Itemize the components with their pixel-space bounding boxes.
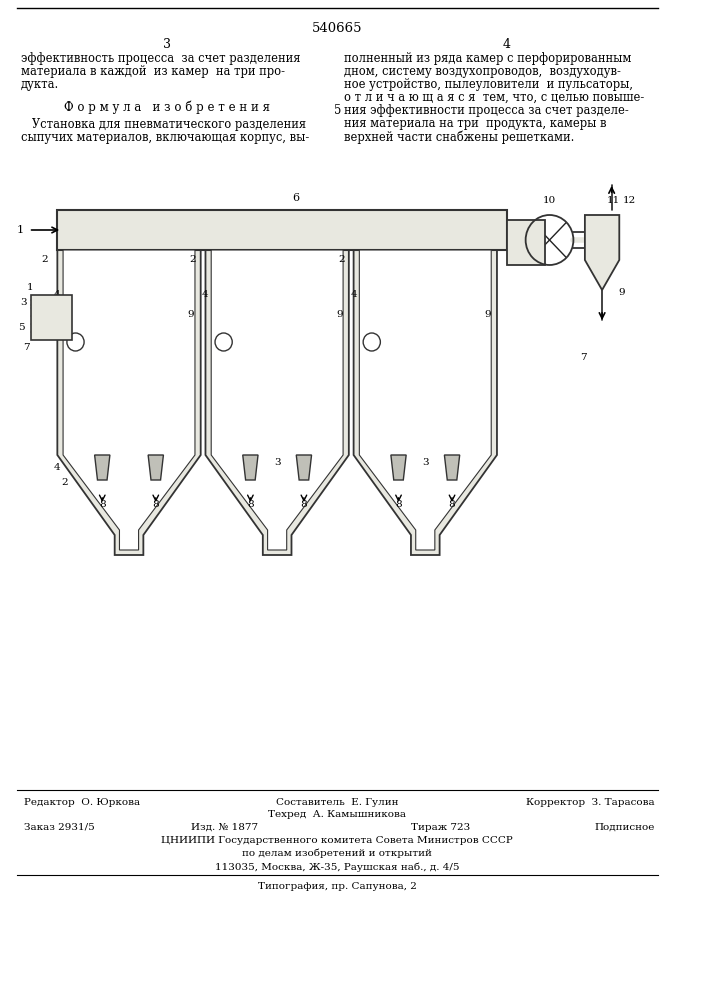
Text: материала в каждой  из камер  на три про-: материала в каждой из камер на три про-	[21, 65, 285, 78]
Text: 4: 4	[350, 290, 357, 299]
Text: Техред  А. Камышникова: Техред А. Камышникова	[269, 810, 407, 819]
Polygon shape	[30, 295, 71, 340]
Text: 11: 11	[607, 196, 620, 205]
Text: Тираж 723: Тираж 723	[411, 823, 470, 832]
Text: 3: 3	[163, 38, 171, 51]
Text: Ф о р м у л а   и з о б р е т е н и я: Ф о р м у л а и з о б р е т е н и я	[64, 100, 270, 113]
Polygon shape	[57, 250, 201, 555]
Text: 4: 4	[54, 463, 61, 472]
Polygon shape	[95, 455, 110, 480]
Polygon shape	[243, 455, 258, 480]
Polygon shape	[57, 210, 506, 250]
Polygon shape	[63, 250, 195, 550]
Text: Составитель  Е. Гулин: Составитель Е. Гулин	[276, 798, 399, 807]
Text: Установка для пневматического разделения: Установка для пневматического разделения	[21, 118, 306, 131]
Text: 540665: 540665	[312, 22, 363, 35]
Text: 2: 2	[62, 478, 69, 487]
Polygon shape	[296, 455, 312, 480]
Text: Типография, пр. Сапунова, 2: Типография, пр. Сапунова, 2	[258, 882, 417, 891]
Text: 2: 2	[42, 255, 48, 264]
Polygon shape	[359, 250, 491, 550]
Text: ЦНИИПИ Государственного комитета Совета Министров СССР: ЦНИИПИ Государственного комитета Совета …	[161, 836, 513, 845]
Polygon shape	[206, 250, 349, 555]
Polygon shape	[445, 455, 460, 480]
Text: 8: 8	[247, 500, 254, 509]
Text: ния материала на три  продукта, камеры в: ния материала на три продукта, камеры в	[344, 117, 607, 130]
Text: 3: 3	[21, 298, 27, 307]
Text: 9: 9	[188, 310, 194, 319]
Polygon shape	[506, 220, 545, 265]
Text: 5: 5	[18, 323, 24, 332]
Text: 3: 3	[422, 458, 428, 467]
Text: 4: 4	[54, 290, 61, 299]
Text: дном, систему воздухопроводов,  воздуходув-: дном, систему воздухопроводов, воздуходу…	[344, 65, 621, 78]
Text: сыпучих материалов, включающая корпус, вы-: сыпучих материалов, включающая корпус, в…	[21, 131, 309, 144]
Text: полненный из ряда камер с перфорированным: полненный из ряда камер с перфорированны…	[344, 52, 631, 65]
Text: 2: 2	[338, 255, 344, 264]
Text: 7: 7	[23, 343, 30, 352]
Text: Заказ 2931/5: Заказ 2931/5	[24, 823, 95, 832]
Text: 6: 6	[293, 193, 300, 203]
Text: 9: 9	[336, 310, 343, 319]
Text: 4: 4	[503, 38, 510, 51]
Text: 2: 2	[189, 255, 197, 264]
Text: 9: 9	[618, 288, 624, 297]
Text: Изд. № 1877: Изд. № 1877	[191, 823, 258, 832]
Text: 8: 8	[153, 500, 159, 509]
Text: по делам изобретений и открытий: по делам изобретений и открытий	[243, 849, 432, 858]
Text: 10: 10	[543, 196, 556, 205]
Text: ния эффективности процесса за счет разделе-: ния эффективности процесса за счет разде…	[344, 104, 629, 117]
Text: о т л и ч а ю щ а я с я  тем, что, с целью повыше-: о т л и ч а ю щ а я с я тем, что, с цель…	[344, 91, 644, 104]
Text: 7: 7	[580, 353, 586, 362]
Text: 4: 4	[33, 308, 40, 317]
Text: Редактор  О. Юркова: Редактор О. Юркова	[24, 798, 140, 807]
Text: 1: 1	[28, 283, 34, 292]
Text: верхней части снабжены решетками.: верхней части снабжены решетками.	[344, 130, 574, 143]
Text: 113035, Москва, Ж-35, Раушская наб., д. 4/5: 113035, Москва, Ж-35, Раушская наб., д. …	[215, 862, 460, 871]
Polygon shape	[211, 250, 343, 550]
Text: 8: 8	[395, 500, 402, 509]
Text: 12: 12	[623, 196, 636, 205]
Polygon shape	[354, 250, 497, 555]
Text: эффективность процесса  за счет разделения: эффективность процесса за счет разделени…	[21, 52, 300, 65]
Polygon shape	[585, 215, 619, 290]
Text: дукта.: дукта.	[21, 78, 59, 91]
Text: Корректор  З. Тарасова: Корректор З. Тарасова	[526, 798, 655, 807]
Polygon shape	[148, 455, 163, 480]
Text: 9: 9	[484, 310, 491, 319]
Text: 4: 4	[202, 290, 209, 299]
Polygon shape	[391, 455, 406, 480]
Text: 8: 8	[99, 500, 105, 509]
Text: 3: 3	[274, 458, 281, 467]
Text: 8: 8	[300, 500, 308, 509]
Text: ное устройство, пылеуловители  и пульсаторы,: ное устройство, пылеуловители и пульсато…	[344, 78, 633, 91]
Text: 1: 1	[17, 225, 24, 235]
Text: 5: 5	[334, 104, 342, 117]
Text: Подписное: Подписное	[595, 823, 655, 832]
Text: 8: 8	[449, 500, 455, 509]
